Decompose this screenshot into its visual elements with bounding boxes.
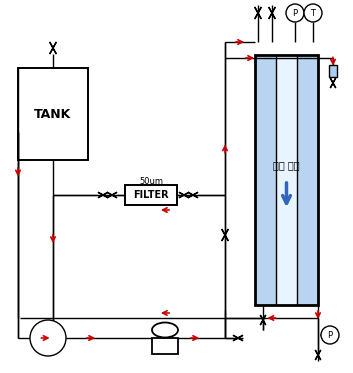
Text: P: P [292, 9, 298, 18]
Polygon shape [179, 192, 189, 198]
Bar [329, 65, 337, 77]
Polygon shape [50, 42, 56, 54]
Bar [18, 68, 88, 160]
Polygon shape [188, 192, 198, 198]
Text: 50um: 50um [139, 176, 163, 185]
Polygon shape [330, 78, 336, 88]
Polygon shape [269, 7, 275, 19]
Polygon shape [107, 192, 117, 198]
Polygon shape [255, 7, 261, 19]
Circle shape [286, 4, 304, 22]
Ellipse shape [152, 323, 178, 338]
Text: FILTER: FILTER [133, 190, 169, 200]
Polygon shape [179, 192, 189, 198]
Text: P: P [328, 330, 333, 339]
Circle shape [304, 4, 322, 22]
Circle shape [30, 320, 66, 356]
Bar [255, 55, 276, 305]
Bar [125, 185, 177, 205]
Polygon shape [260, 315, 266, 325]
Bar [152, 338, 178, 354]
Polygon shape [233, 335, 243, 341]
Polygon shape [222, 229, 228, 241]
Polygon shape [233, 335, 243, 341]
Text: 유동 방향: 유동 방향 [273, 160, 300, 170]
Polygon shape [98, 192, 108, 198]
Polygon shape [315, 350, 321, 360]
Text: T: T [311, 9, 316, 18]
Polygon shape [98, 192, 108, 198]
Bar [255, 55, 318, 305]
Polygon shape [330, 78, 336, 88]
Polygon shape [222, 229, 228, 241]
Polygon shape [50, 42, 56, 54]
Bar [297, 55, 318, 305]
Polygon shape [107, 192, 117, 198]
Bar [276, 55, 297, 305]
Polygon shape [188, 192, 198, 198]
Polygon shape [315, 350, 321, 360]
Polygon shape [260, 315, 266, 325]
Circle shape [321, 326, 339, 344]
Polygon shape [269, 7, 275, 19]
Polygon shape [255, 7, 261, 19]
Text: TANK: TANK [34, 107, 72, 120]
